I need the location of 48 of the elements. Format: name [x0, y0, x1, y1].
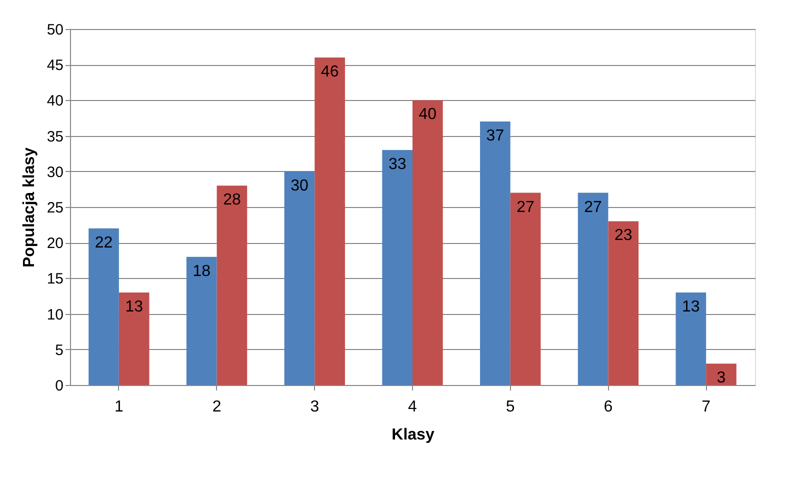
bar [88, 228, 119, 385]
y-tick-label: 35 [46, 128, 64, 146]
bar [578, 192, 608, 385]
x-tick-label: 1 [114, 398, 124, 416]
y-tick-label: 40 [46, 92, 64, 110]
y-tick-label: 20 [46, 235, 64, 252]
y-axis-title: Populacja klasy [20, 147, 38, 268]
bar [314, 57, 345, 385]
y-tick-label: 30 [46, 164, 64, 181]
y-tick-label: 45 [46, 57, 64, 74]
data-label: 28 [223, 192, 241, 209]
bar [118, 292, 150, 385]
data-label: 27 [516, 198, 535, 216]
x-tick-label: 4 [408, 398, 418, 416]
y-tick-label: 50 [46, 22, 64, 38]
y-tick-label: 10 [46, 306, 64, 324]
data-label: 22 [94, 234, 113, 252]
data-label: 30 [290, 177, 308, 194]
data-label: 3 [716, 370, 726, 387]
data-label: 33 [388, 156, 406, 174]
x-tick-label: 3 [310, 398, 320, 416]
bar [608, 221, 639, 385]
data-label: 13 [682, 298, 700, 316]
data-label: 18 [192, 262, 211, 280]
y-tick-label: 0 [55, 378, 64, 394]
data-label: 40 [418, 106, 437, 124]
x-tick-label: 6 [604, 398, 613, 416]
data-label: 27 [584, 198, 602, 216]
data-label: 23 [614, 227, 632, 244]
bar [382, 150, 412, 385]
data-label: 46 [320, 63, 339, 80]
data-label: 13 [125, 298, 144, 316]
y-tick-label: 5 [55, 342, 64, 359]
bar [284, 171, 315, 385]
y-tick-label: 15 [46, 270, 64, 288]
bar [186, 256, 217, 385]
x-tick-label: 7 [702, 398, 711, 416]
data-label: 37 [486, 128, 504, 145]
y-tick-label: 25 [46, 200, 64, 216]
bar [216, 186, 248, 385]
bar [510, 192, 541, 385]
x-tick-label: 5 [506, 398, 515, 416]
bar [480, 122, 510, 385]
bar [676, 292, 706, 385]
bar [412, 100, 443, 385]
x-axis-title: Klasy [392, 426, 434, 444]
bar [706, 364, 736, 385]
x-tick-label: 2 [212, 398, 222, 416]
